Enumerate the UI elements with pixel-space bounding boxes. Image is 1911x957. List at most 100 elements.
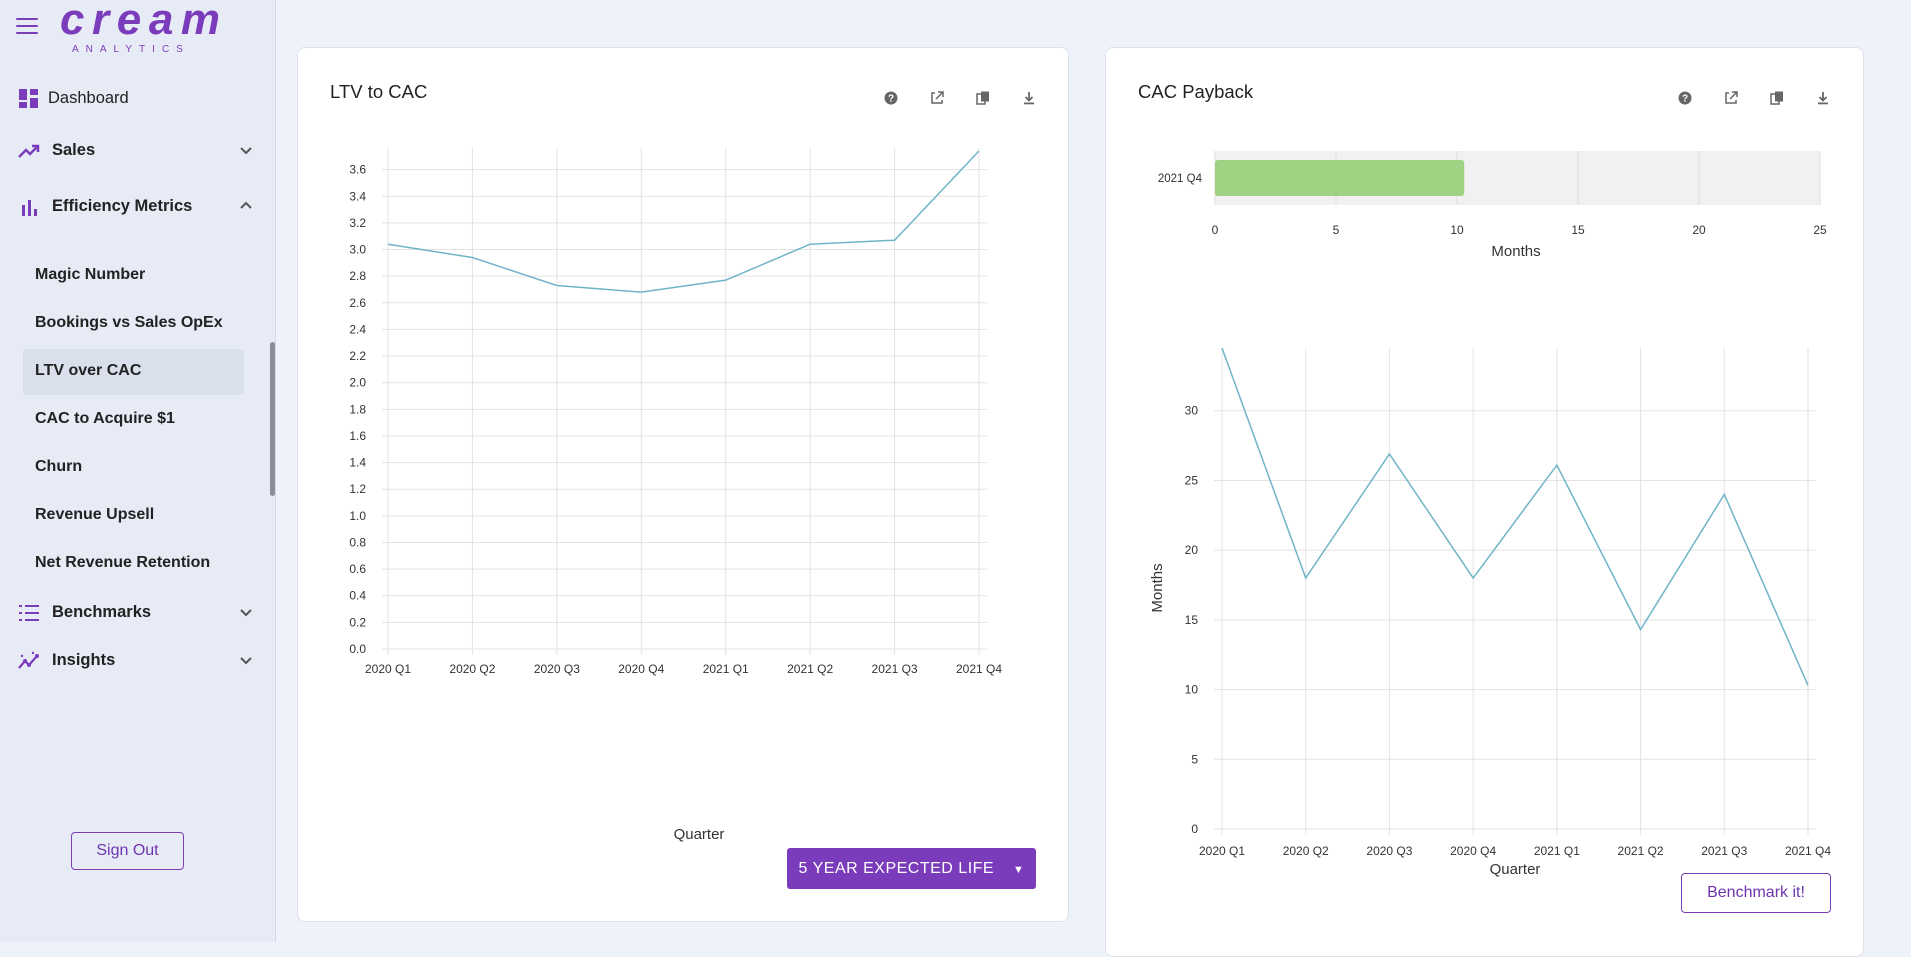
x-tick-label: 2021 Q3: [872, 662, 918, 676]
series-line: [387, 150, 980, 293]
x-tick-label: 2021 Q4: [1785, 844, 1831, 858]
y-tick-label: 2.2: [349, 349, 366, 363]
x-tick-label: 2020 Q2: [1283, 844, 1329, 858]
bar: [1215, 160, 1465, 196]
sidebar-subitem-label: Magic Number: [35, 266, 146, 283]
x-tick-label: 2020 Q1: [1199, 844, 1245, 858]
y-tick-label: 5: [1191, 752, 1198, 766]
help-icon[interactable]: ?: [883, 90, 899, 106]
logo-text: cream: [60, 0, 220, 44]
sidebar-subitem-label: Net Revenue Retention: [35, 554, 211, 571]
sidebar-item-insights[interactable]: Insights: [0, 638, 276, 682]
chevron-down-icon: [240, 147, 252, 155]
download-icon[interactable]: [1815, 90, 1831, 106]
dropdown-label: 5 YEAR EXPECTED LIFE: [798, 859, 995, 877]
copy-icon[interactable]: [1769, 90, 1785, 106]
benchmark-button[interactable]: Benchmark it!: [1681, 873, 1831, 913]
y-tick-label: 3.6: [349, 163, 366, 177]
sidebar-subitem-bookings-vs-sales-opex[interactable]: Bookings vs Sales OpEx: [23, 301, 244, 347]
sidebar-subitem-churn[interactable]: Churn: [23, 445, 244, 491]
y-tick-label: 2021 Q4: [1158, 173, 1203, 185]
sidebar-subitem-label: Bookings vs Sales OpEx: [35, 314, 223, 331]
list-icon: [19, 605, 39, 621]
sidebar-item-efficiency-metrics[interactable]: Efficiency Metrics: [0, 184, 276, 228]
y-tick-label: 1.6: [349, 429, 366, 443]
y-tick-label: 3.2: [349, 216, 366, 230]
x-tick-label: 15: [1571, 223, 1585, 237]
trending-up-icon: [18, 144, 40, 158]
sign-out-button[interactable]: Sign Out: [71, 832, 184, 870]
y-tick-label: 1.2: [349, 482, 366, 496]
download-icon[interactable]: [1021, 90, 1037, 106]
y-axis-label: Months: [1149, 563, 1166, 612]
y-tick-label: 10: [1185, 683, 1199, 697]
cac-payback-line-chart: 0 5 10 15 20 25 30 2020 Q1 2020 Q2 2020 Q3 2020 Q4…: [1149, 347, 1831, 878]
sidebar-item-sales[interactable]: Sales: [0, 128, 276, 172]
y-tick-label: 15: [1185, 613, 1199, 627]
sidebar-subitem-magic-number[interactable]: Magic Number: [23, 253, 244, 299]
y-tick-label: 0.0: [349, 642, 366, 656]
y-tick-label: 0.6: [349, 562, 366, 576]
y-tick-label: 2.0: [349, 376, 366, 390]
sidebar-subitem-revenue-upsell[interactable]: Revenue Upsell: [23, 493, 244, 539]
y-tick-label: 30: [1185, 404, 1199, 418]
sidebar-subitem-ltv-over-cac[interactable]: LTV over CAC: [23, 349, 244, 395]
sidebar-scrollbar[interactable]: [270, 342, 275, 496]
insights-icon: [18, 651, 39, 669]
y-tick-label: 0.4: [349, 589, 366, 603]
y-tick-label: 0.2: [349, 615, 366, 629]
bar-chart-icon: [22, 200, 37, 216]
x-axis-label: Quarter: [674, 826, 725, 843]
x-tick-label: 0: [1212, 223, 1219, 237]
y-tick-label: 2.8: [349, 269, 366, 283]
y-tick-label: 25: [1185, 473, 1199, 487]
svg-text:?: ?: [888, 94, 894, 105]
card-title: CAC Payback: [1138, 81, 1254, 102]
y-tick-label: 20: [1185, 543, 1199, 557]
logo: cream ANALYTICS: [60, 0, 220, 55]
x-axis-label: Months: [1491, 243, 1540, 260]
chevron-up-icon: [240, 201, 252, 209]
sidebar-subitem-cac-to-acquire[interactable]: CAC to Acquire $1: [23, 397, 244, 443]
dashboard-icon: [19, 89, 38, 108]
x-tick-label: 2020 Q4: [618, 662, 664, 676]
sidebar-item-dashboard[interactable]: Dashboard: [0, 76, 276, 120]
cac-payback-bar-chart: 2021 Q4 0 5 10 15 20 25 Months: [1158, 151, 1827, 260]
copy-icon[interactable]: [975, 90, 991, 106]
expected-life-dropdown[interactable]: 5 YEAR EXPECTED LIFE ▼: [787, 848, 1036, 889]
y-tick-label: 2.6: [349, 296, 366, 310]
ltv-to-cac-chart: 0.0 0.2 0.4 0.6 0.8 1.0 1.2 1.4 1.6 1.8 2.0 2.2 2.4 2…: [349, 148, 1002, 843]
sidebar-item-label: Insights: [52, 650, 116, 669]
sidebar-subitem-label: Revenue Upsell: [35, 506, 155, 523]
open-external-icon[interactable]: [929, 90, 945, 106]
x-tick-label: 2021 Q3: [1701, 844, 1747, 858]
card-title: LTV to CAC: [330, 81, 428, 102]
x-tick-label: 5: [1333, 223, 1340, 237]
svg-text:?: ?: [1682, 94, 1688, 105]
x-tick-label: 2021 Q2: [787, 662, 833, 676]
x-tick-label: 2020 Q4: [1450, 844, 1496, 858]
menu-icon[interactable]: [16, 18, 38, 36]
y-tick-label: 0.8: [349, 535, 366, 549]
x-tick-label: 2020 Q3: [1366, 844, 1412, 858]
x-tick-label: 2020 Q1: [365, 662, 411, 676]
sidebar-subitem-label: CAC to Acquire $1: [35, 410, 175, 427]
sidebar-item-label: Benchmarks: [52, 602, 152, 621]
help-icon[interactable]: ?: [1677, 90, 1693, 106]
x-tick-label: 10: [1450, 223, 1464, 237]
series-line: [1221, 347, 1809, 686]
sidebar-item-label: Dashboard: [48, 88, 129, 107]
open-external-icon[interactable]: [1723, 90, 1739, 106]
sidebar-subitem-net-revenue-retention[interactable]: Net Revenue Retention: [23, 541, 244, 587]
sidebar-item-benchmarks[interactable]: Benchmarks: [0, 590, 276, 634]
sidebar-subitem-label: LTV over CAC: [35, 362, 142, 379]
chevron-down-icon: [240, 609, 252, 617]
x-tick-label: 2021 Q2: [1618, 844, 1664, 858]
y-tick-label: 0: [1191, 822, 1198, 836]
y-tick-label: 1.4: [349, 456, 366, 470]
cac-payback-card: CAC Payback ? 2021 Q4 0 5 10 15 20 25 Months 0…: [1105, 47, 1864, 957]
x-tick-label: 25: [1813, 223, 1827, 237]
sidebar-subitem-label: Churn: [35, 458, 83, 475]
sidebar-item-label: Efficiency Metrics: [52, 196, 193, 215]
chevron-down-icon: ▼: [1013, 863, 1025, 876]
